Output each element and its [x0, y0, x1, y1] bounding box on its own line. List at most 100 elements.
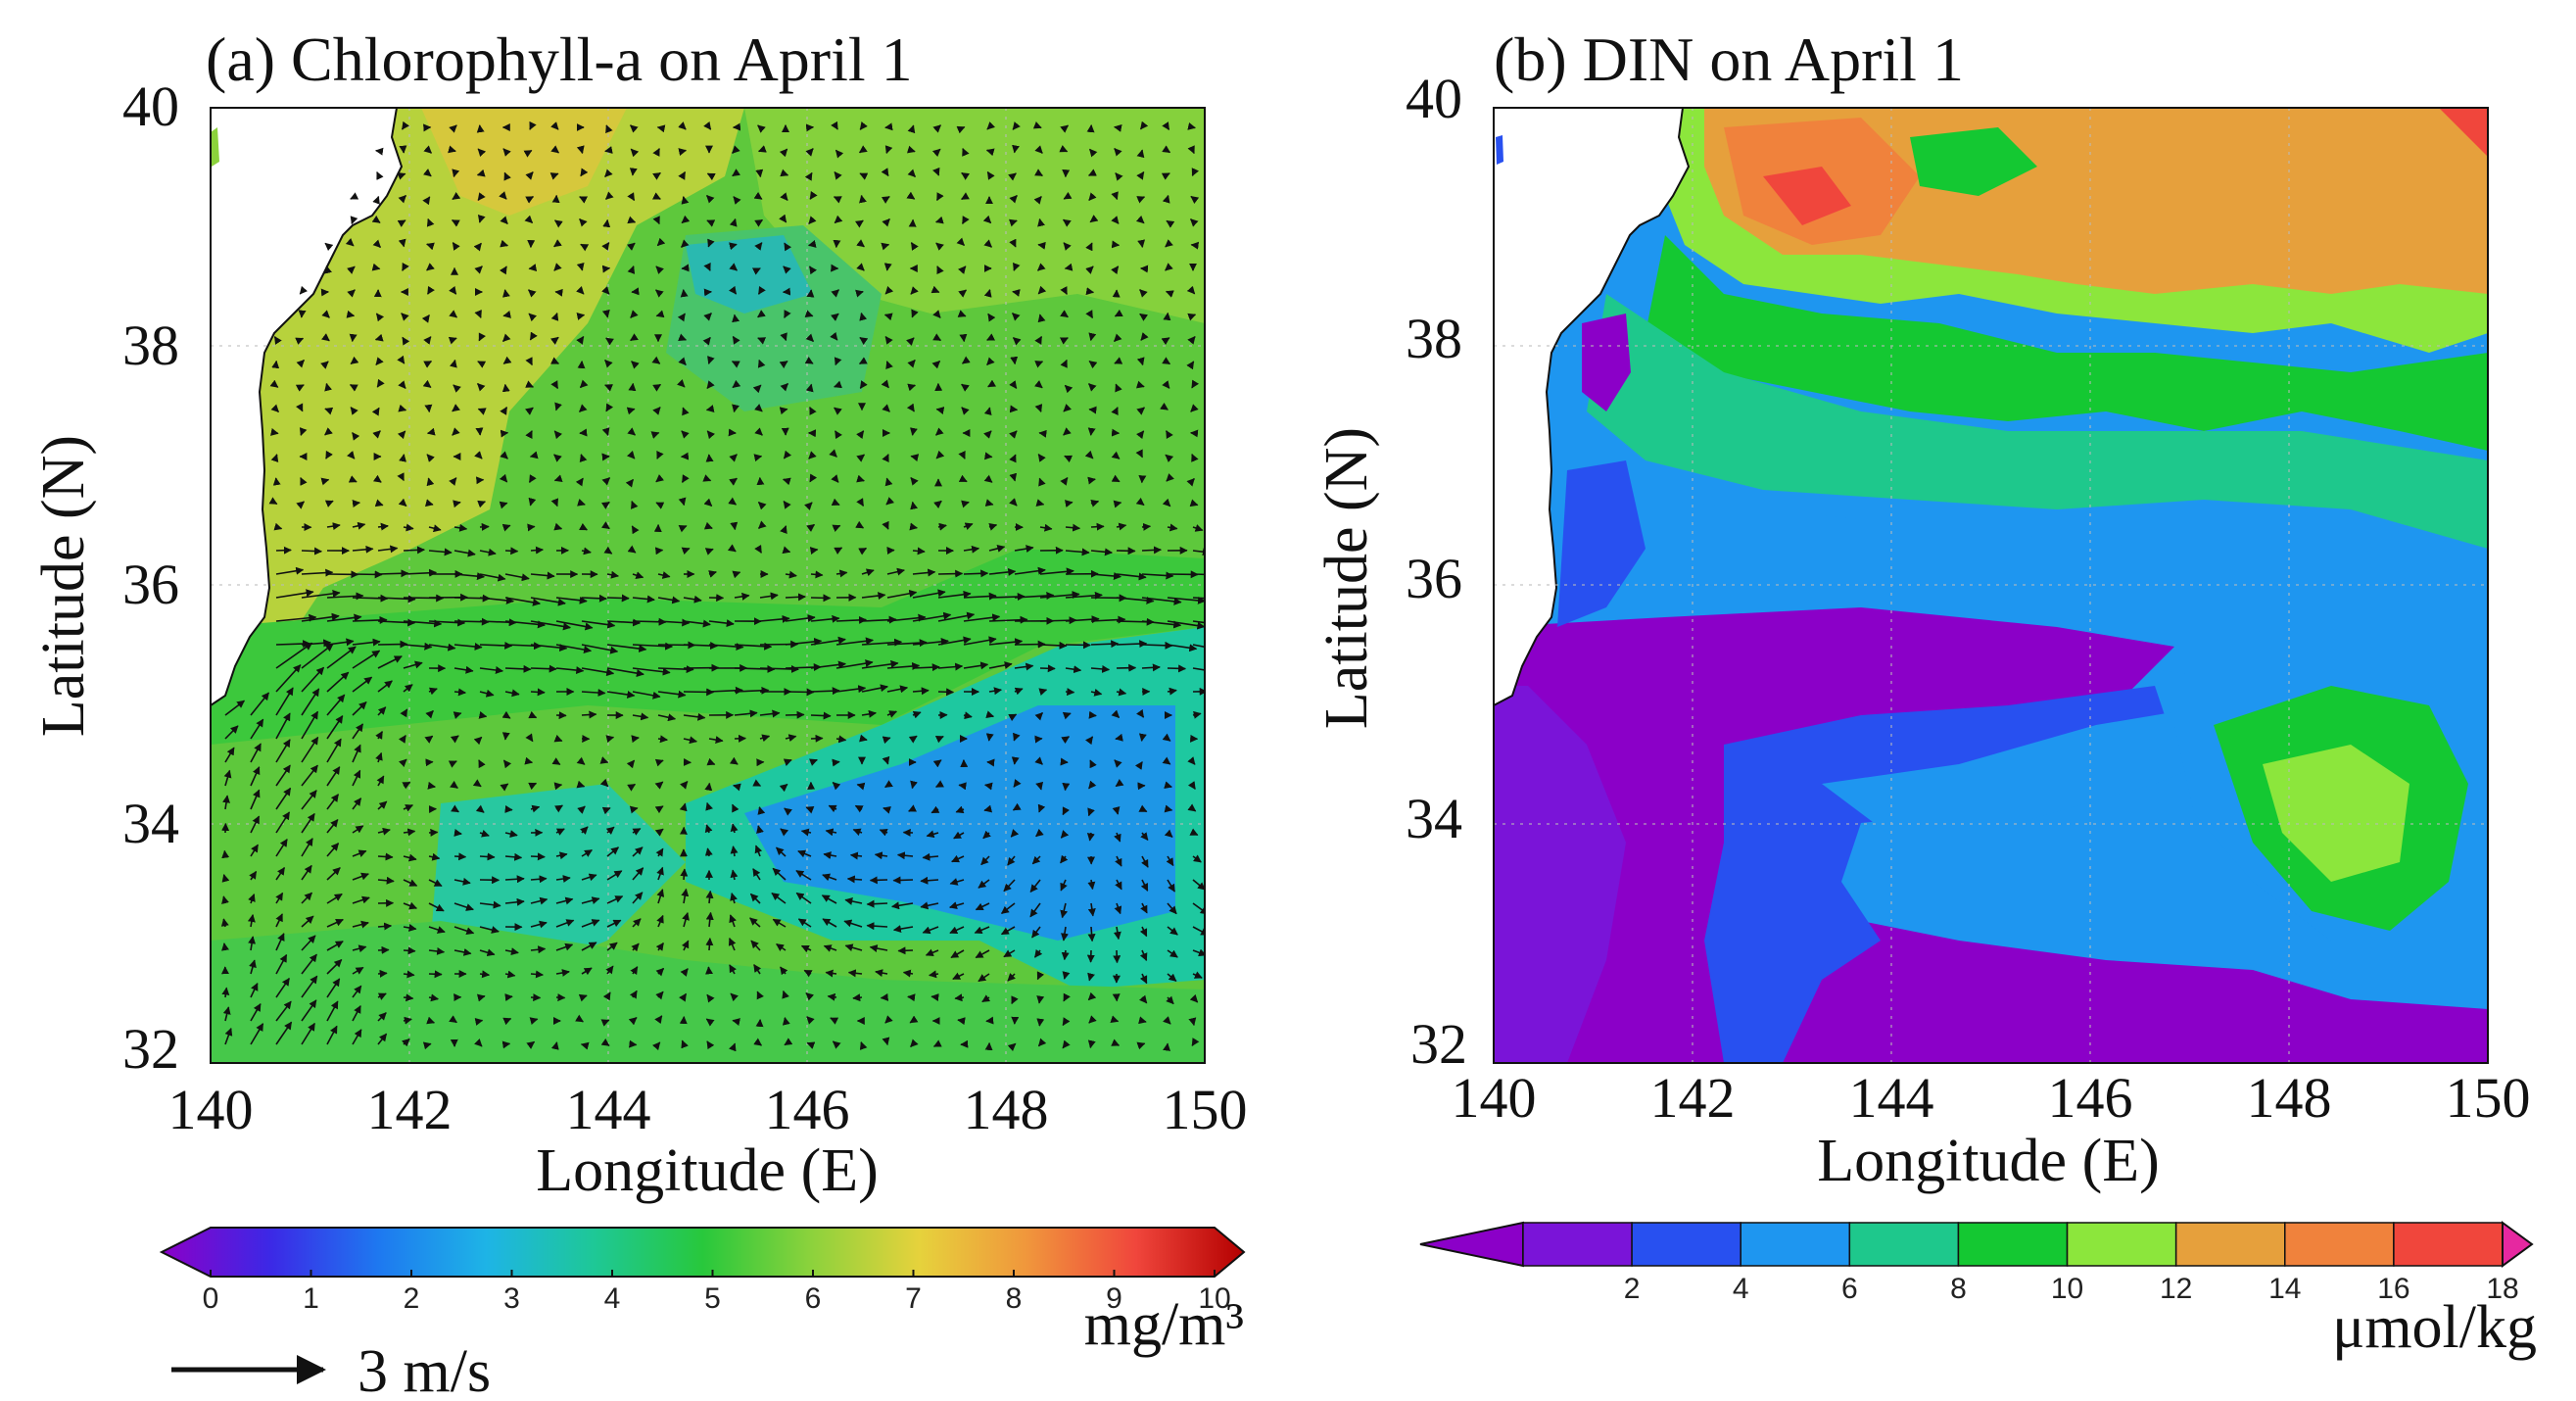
vector-arrow	[326, 1025, 338, 1045]
vector-arrow	[553, 219, 563, 228]
vector-arrow	[759, 614, 790, 623]
vector-arrow	[1034, 756, 1043, 765]
vector-arrow	[629, 805, 639, 814]
vector-arrow	[963, 613, 1001, 622]
vector-arrow	[525, 407, 534, 415]
vector-arrow	[805, 148, 814, 157]
vector-arrow	[1013, 732, 1021, 742]
vector-arrow	[375, 357, 384, 366]
colorbar-segment	[1522, 1222, 1633, 1267]
vector-arrow	[479, 689, 495, 698]
vector-arrow	[402, 781, 411, 790]
vector-arrow	[795, 892, 812, 904]
vector-arrow	[301, 643, 334, 669]
vector-arrow	[352, 570, 383, 579]
vector-arrow	[949, 926, 965, 935]
vector-arrow	[954, 993, 965, 1002]
vector-arrow	[1140, 902, 1148, 914]
vector-arrow	[579, 522, 589, 531]
vector-arrow	[474, 310, 482, 318]
vector-arrow	[807, 240, 817, 248]
vector-arrow	[1039, 641, 1068, 650]
vector-arrow	[930, 993, 939, 1002]
vector-arrow	[275, 892, 284, 904]
vector-arrow	[729, 477, 738, 486]
vector-arrow	[1191, 453, 1199, 462]
vector-arrow	[600, 1038, 610, 1046]
vector-arrow	[477, 500, 487, 508]
vector-arrow	[581, 667, 615, 677]
vector-arrow	[950, 949, 965, 959]
vector-arrow	[703, 313, 712, 321]
vector-arrow	[528, 497, 537, 507]
vector-arrow	[652, 147, 660, 157]
vector-arrow	[883, 805, 891, 814]
vector-arrow	[1192, 573, 1205, 576]
vector-arrow	[702, 336, 711, 346]
vector-arrow	[403, 828, 416, 837]
vector-arrow	[779, 148, 788, 158]
vector-arrow	[856, 474, 865, 483]
vector-arrow	[502, 356, 512, 364]
vector-arrow	[600, 501, 610, 509]
vector-arrow	[1029, 879, 1041, 894]
vector-arrow	[963, 661, 989, 670]
vector-arrow	[504, 897, 525, 906]
vector-arrow	[1031, 855, 1041, 865]
vector-arrow	[502, 148, 511, 157]
vector-arrow	[937, 662, 964, 671]
vector-arrow	[859, 121, 868, 130]
vector-arrow	[833, 196, 842, 204]
vector-arrow	[631, 942, 640, 952]
vector-arrow	[555, 919, 575, 928]
vector-arrow	[683, 688, 715, 697]
vector-arrow	[858, 357, 868, 365]
vector-arrow	[301, 999, 317, 1022]
vector-arrow	[683, 619, 711, 628]
vector-arrow	[1062, 971, 1071, 980]
vector-arrow	[377, 618, 416, 627]
vector-arrow	[326, 671, 350, 693]
vector-arrow	[1187, 335, 1196, 345]
vector-arrow	[1166, 430, 1173, 440]
vector-arrow	[832, 1040, 841, 1049]
vector-arrow	[479, 522, 490, 531]
vector-arrow	[912, 589, 946, 599]
vector-arrow	[1166, 855, 1174, 867]
vector-arrow	[656, 866, 664, 881]
vector-arrow	[910, 476, 919, 486]
vector-arrow	[275, 613, 317, 622]
vector-arrow	[479, 641, 513, 650]
vector-arrow	[855, 520, 865, 529]
vector-arrow	[759, 592, 779, 601]
vector-arrow	[1141, 641, 1173, 650]
vector-arrow	[834, 215, 843, 224]
vector-arrow	[1062, 782, 1071, 792]
vector-arrow	[655, 847, 664, 857]
vector-arrow	[1167, 644, 1198, 652]
vector-arrow	[834, 170, 842, 180]
vector-arrow	[702, 474, 712, 482]
vector-arrow	[705, 405, 715, 412]
vector-arrow	[704, 824, 713, 834]
vector-arrow	[834, 407, 842, 415]
vector-arrow	[937, 636, 972, 646]
vector-arrow	[831, 289, 839, 298]
vector-arrow	[352, 545, 374, 554]
vector-arrow	[654, 828, 664, 837]
vector-arrow	[321, 333, 330, 342]
colorbar-tick-label: 2	[1624, 1273, 1641, 1305]
vector-arrow	[800, 944, 812, 953]
vector-arrow	[524, 215, 534, 223]
vector-arrow	[749, 917, 761, 928]
vector-arrow	[932, 124, 941, 133]
vector-arrow	[352, 872, 369, 881]
vector-arrow	[422, 1041, 432, 1050]
vector-arrow	[1007, 973, 1016, 982]
vector-arrow	[859, 1041, 868, 1050]
vector-arrow	[295, 337, 305, 345]
vector-arrow	[961, 407, 970, 415]
vector-arrow	[981, 994, 991, 1003]
vector-arrow	[1140, 832, 1149, 842]
vector-arrow	[937, 590, 972, 599]
